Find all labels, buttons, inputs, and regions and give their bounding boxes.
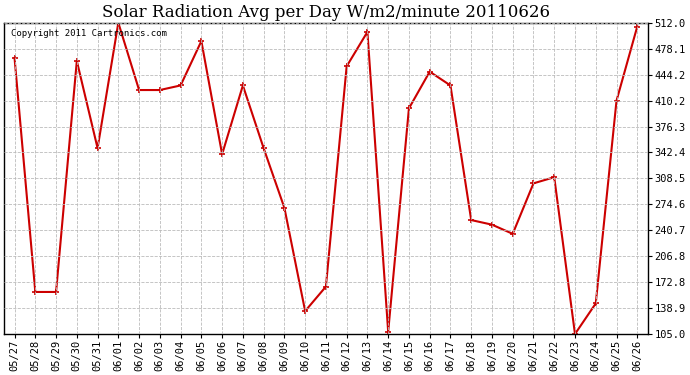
Title: Solar Radiation Avg per Day W/m2/minute 20110626: Solar Radiation Avg per Day W/m2/minute … — [102, 4, 550, 21]
Text: Copyright 2011 Cartronics.com: Copyright 2011 Cartronics.com — [10, 29, 166, 38]
